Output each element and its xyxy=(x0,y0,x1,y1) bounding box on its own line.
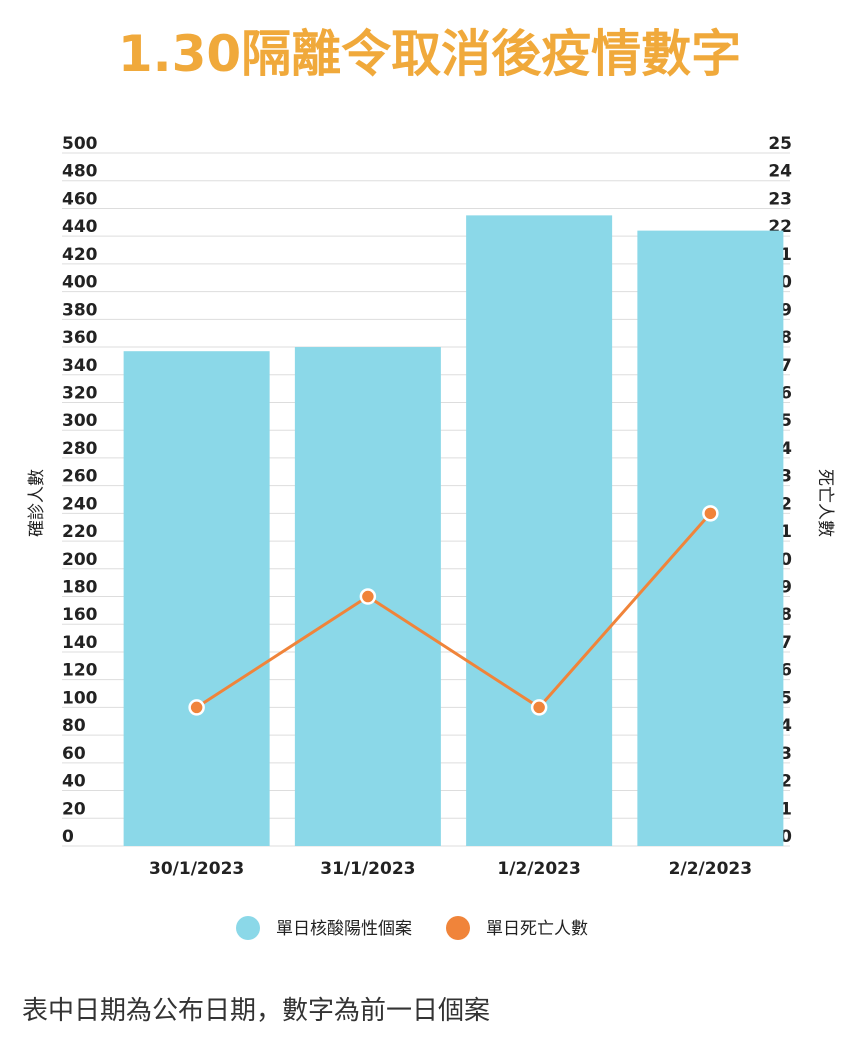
y-tick-label: 200 xyxy=(62,550,98,570)
legend-item-line: 單日死亡人數 xyxy=(446,916,588,940)
footnote: 表中日期為公布日期，數字為前一日個案 xyxy=(22,996,491,1026)
y-tick-label: 400 xyxy=(62,273,98,293)
y-tick-label: 320 xyxy=(62,383,98,403)
y-tick-label: 20 xyxy=(62,799,86,819)
line-point xyxy=(530,699,548,716)
y-axis-left-title: 確診人數 xyxy=(27,469,47,537)
combo-chart: 5004804604404204003803603403203002802602… xyxy=(27,134,835,940)
line-point xyxy=(188,699,205,716)
y-tick-label: 240 xyxy=(62,494,98,514)
x-tick-label: 31/1/2023 xyxy=(320,859,415,879)
y-tick-label: 0 xyxy=(62,827,74,847)
y-tick-label: 140 xyxy=(62,633,98,653)
y-tick-label: 300 xyxy=(62,411,98,431)
y-tick-label: 500 xyxy=(62,134,98,154)
y-axis-left-ticks: 5004804604404204003803603403203002802602… xyxy=(62,134,98,847)
bar xyxy=(123,351,270,846)
y2-tick-label: 5 xyxy=(780,688,792,708)
legend-marker-bar xyxy=(236,916,260,940)
y-tick-label: 480 xyxy=(62,162,98,182)
y-axis-right-title: 死亡人數 xyxy=(815,469,835,537)
y-tick-label: 80 xyxy=(62,716,86,736)
chart-title: 1.30隔離令取消後疫情數字 xyxy=(117,25,742,83)
line-path xyxy=(195,512,712,710)
legend-item-bar: 單日核酸陽性個案 xyxy=(236,916,412,940)
bar xyxy=(466,215,613,846)
y-tick-label: 120 xyxy=(62,661,98,681)
y2-tick-label: 6 xyxy=(780,661,792,681)
y-tick-label: 280 xyxy=(62,439,98,459)
y-tick-label: 100 xyxy=(62,688,98,708)
y2-tick-label: 23 xyxy=(768,189,792,209)
y-tick-label: 340 xyxy=(62,356,98,376)
line-series xyxy=(188,505,719,716)
y2-tick-label: 24 xyxy=(768,162,792,182)
y-tick-label: 380 xyxy=(62,300,98,320)
y2-tick-label: 7 xyxy=(780,633,792,653)
bar-series xyxy=(123,215,784,847)
y2-tick-label: 8 xyxy=(780,605,792,625)
x-tick-label: 30/1/2023 xyxy=(149,859,244,879)
y-tick-label: 40 xyxy=(62,772,86,792)
y2-tick-label: 3 xyxy=(780,744,792,764)
bar xyxy=(637,230,784,847)
y2-tick-label: 2 xyxy=(780,772,792,792)
x-tick-label: 1/2/2023 xyxy=(497,859,580,879)
legend-label-line: 單日死亡人數 xyxy=(486,919,588,939)
line-point xyxy=(359,588,377,605)
y-tick-label: 260 xyxy=(62,467,98,487)
y-tick-label: 220 xyxy=(62,522,98,542)
y-tick-label: 60 xyxy=(62,744,86,764)
legend: 單日核酸陽性個案 單日死亡人數 xyxy=(236,916,588,940)
y-tick-label: 420 xyxy=(62,245,98,265)
y2-tick-label: 25 xyxy=(768,134,792,154)
line-point xyxy=(702,505,719,522)
y2-tick-label: 1 xyxy=(780,799,792,819)
y-tick-label: 160 xyxy=(62,605,98,625)
legend-label-bar: 單日核酸陽性個案 xyxy=(276,919,412,939)
y-tick-label: 360 xyxy=(62,328,98,348)
y-tick-label: 440 xyxy=(62,217,98,237)
y2-tick-label: 9 xyxy=(780,578,792,598)
y-tick-label: 180 xyxy=(62,578,98,598)
x-axis-ticks: 30/1/2023 31/1/2023 1/2/2023 2/2/2023 xyxy=(149,859,752,879)
legend-marker-line xyxy=(446,916,470,940)
y-tick-label: 460 xyxy=(62,189,98,209)
x-tick-label: 2/2/2023 xyxy=(669,859,752,879)
